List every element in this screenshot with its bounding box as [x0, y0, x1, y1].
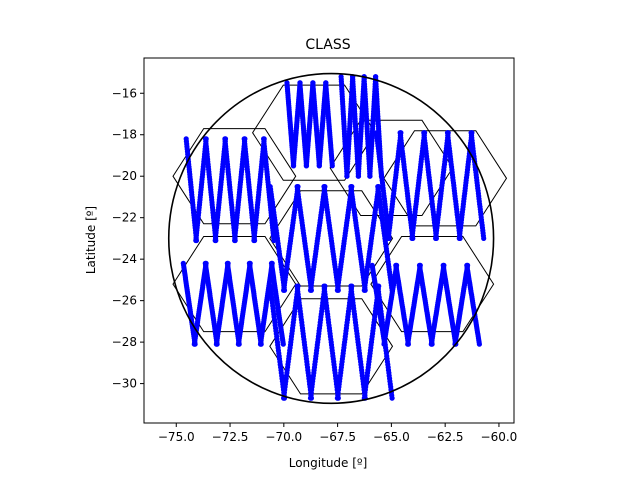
hexagon-2	[269, 190, 394, 287]
hexagon-4	[370, 236, 495, 333]
scan-point	[213, 341, 219, 347]
scan-point	[280, 341, 286, 347]
scan-point	[476, 341, 482, 347]
y-tick-label: −24	[112, 252, 137, 266]
scan-point	[303, 163, 309, 169]
hexagon-1	[329, 119, 454, 216]
scan-point	[456, 235, 462, 241]
scan-point	[344, 173, 350, 179]
plot-layer	[167, 72, 508, 405]
y-tick-label: −22	[112, 211, 137, 225]
y-tick-label: −28	[112, 335, 137, 349]
x-tick-label: −75.0	[158, 430, 195, 444]
hexagon-3	[172, 236, 297, 333]
y-tick-label: −30	[112, 377, 137, 391]
x-tick-label: −60.0	[481, 430, 518, 444]
ticks-layer: −75.0 −72.5 −70.0 −67.5 −65.0 −62.5 −60.0 −16 −1…	[112, 86, 518, 444]
scan-point	[232, 237, 238, 244]
scan-point	[409, 235, 415, 241]
hexagon-6	[252, 84, 376, 181]
scan-point	[307, 395, 314, 401]
y-tick-label: −16	[112, 86, 137, 100]
y-tick-label: −18	[112, 128, 137, 142]
x-tick-label: −67.5	[319, 430, 356, 444]
y-tick-label: −26	[112, 294, 137, 308]
hexagon-5	[269, 298, 394, 395]
scan-point	[212, 237, 218, 244]
scan-point	[191, 341, 197, 347]
scan-point	[251, 237, 257, 244]
hexagon-0	[172, 128, 297, 225]
scan-point	[389, 395, 395, 401]
x-tick-label: −72.5	[212, 430, 249, 444]
scan-point	[235, 341, 241, 347]
y-tick-label: −20	[112, 169, 137, 183]
scan-point	[193, 237, 199, 244]
scan-point	[405, 341, 411, 347]
chart-title: CLASS	[305, 37, 350, 53]
x-axis-label: Longitude [º]	[289, 456, 368, 470]
scan-point	[355, 173, 361, 179]
scan-point	[334, 287, 340, 293]
scan-point	[307, 287, 314, 293]
plot-frame	[143, 57, 515, 424]
scan-point	[361, 287, 367, 293]
scan-point	[481, 235, 487, 241]
x-tick-label: −70.0	[265, 430, 302, 444]
x-tick-label: −62.5	[427, 430, 464, 444]
scan-point	[367, 173, 373, 179]
scan-point	[290, 163, 296, 169]
scan-point	[281, 287, 287, 293]
x-tick-label: −65.0	[373, 430, 410, 444]
scan-point	[257, 341, 264, 347]
y-axis-label: Latitude [º]	[84, 206, 98, 274]
scan-point	[334, 395, 340, 401]
scan-point	[329, 163, 335, 169]
scan-point	[433, 235, 439, 241]
scan-point	[428, 341, 434, 347]
footprint-circle	[167, 72, 495, 405]
scan-point	[316, 163, 322, 169]
